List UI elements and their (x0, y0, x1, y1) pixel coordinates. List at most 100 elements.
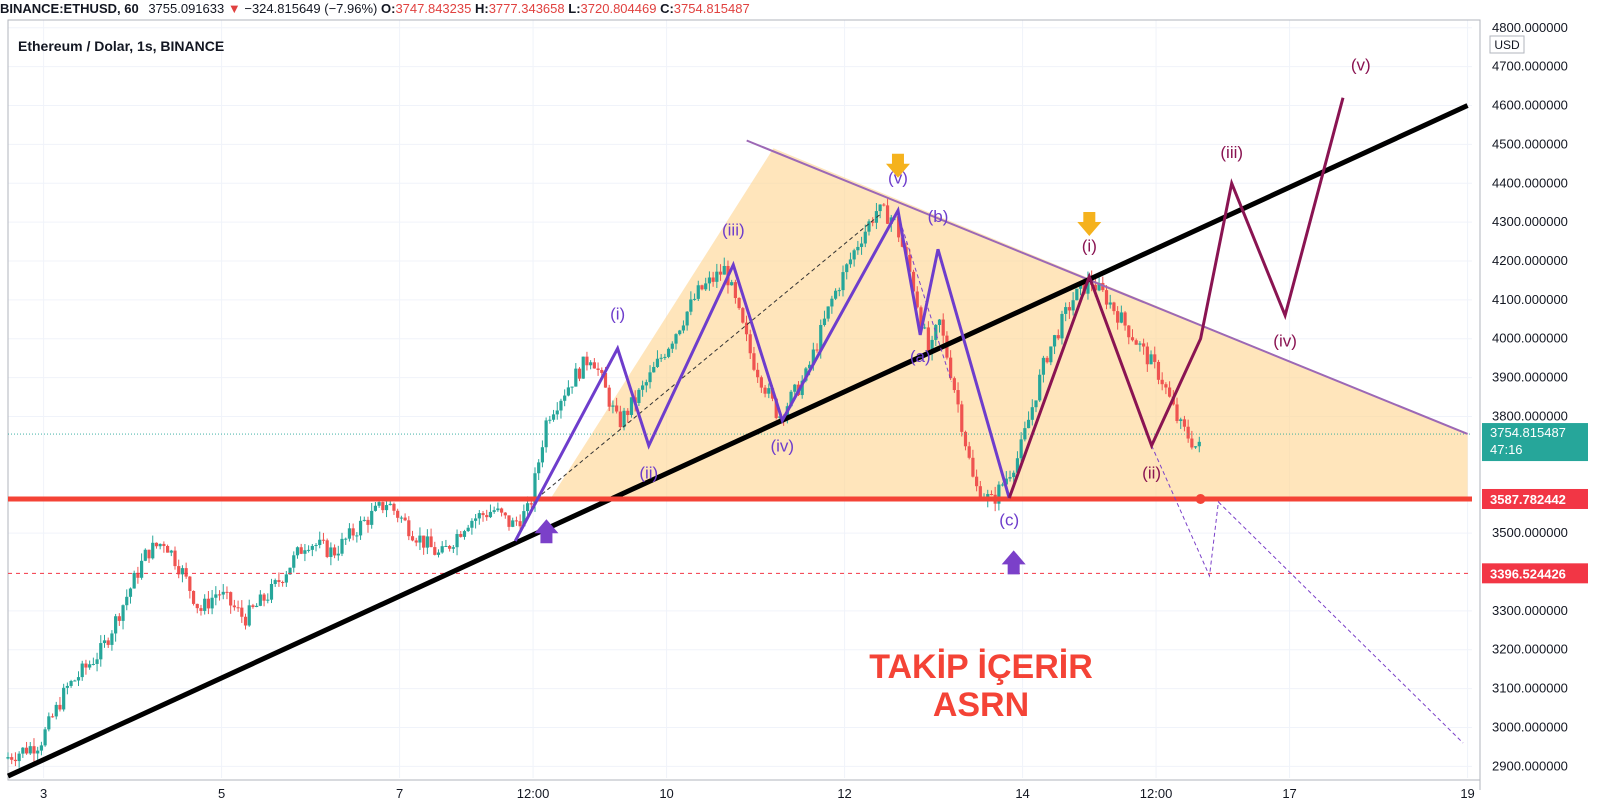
candle-body (841, 272, 845, 291)
symbol-name[interactable]: BINANCE:ETHUSD, 60 (0, 1, 139, 16)
candle-body (666, 348, 671, 357)
price-axis[interactable]: 4800.000000 4700.000000 4600.000000 4500.00… (1479, 20, 1600, 790)
candle-body (47, 716, 51, 730)
candle-body (399, 517, 403, 519)
candle-body (574, 368, 578, 387)
candle-body (451, 547, 455, 549)
candle-body (678, 330, 682, 335)
candle-body (748, 334, 752, 354)
bar-countdown: 47:16 (1490, 442, 1523, 457)
elliott-wave-blue[interactable] (513, 206, 1011, 542)
candle-body (321, 539, 326, 541)
candle-body (1145, 346, 1149, 365)
wave-label: (ii) (1142, 464, 1161, 483)
candle-body (1164, 384, 1168, 388)
candle-body (1123, 312, 1127, 326)
y-tick-label: 4400.000000 (1492, 175, 1568, 190)
candle-body (91, 663, 95, 665)
candle-body (102, 640, 107, 644)
candle-body (975, 476, 979, 487)
candle-body (930, 339, 934, 353)
candle-body (288, 567, 292, 575)
candle-body (956, 390, 960, 405)
candle-body (269, 583, 274, 600)
candle-body (332, 547, 337, 556)
support-price-value: 3587.782442 (1490, 492, 1566, 507)
candle-body (696, 285, 700, 299)
candle-body (433, 547, 437, 555)
time-axis[interactable]: 3 5 7 12:00 10 12 14 12:00 17 19 (8, 779, 1480, 801)
candle-body (236, 607, 240, 609)
candle-body (600, 369, 604, 373)
candle-body (1119, 312, 1123, 323)
candle-body (28, 746, 32, 754)
candle-body (997, 484, 1001, 504)
candle-body (425, 536, 429, 548)
candle-body (911, 271, 916, 292)
wave-label: (b) (928, 207, 949, 226)
candle-body (1108, 302, 1112, 305)
candle-body (689, 299, 693, 312)
candle-body (1153, 354, 1157, 362)
candle-body (637, 389, 641, 404)
candle-body (511, 520, 515, 527)
y-tick-label: 4700.000000 (1492, 59, 1568, 74)
candle-body (50, 716, 55, 718)
candle-body (95, 659, 99, 664)
candle-body (1071, 300, 1075, 311)
candle-body (251, 605, 255, 608)
candle-body (1019, 439, 1023, 459)
close-label: C: (660, 1, 674, 16)
candle-body (570, 386, 574, 388)
candle-body (503, 512, 507, 516)
candle-body (392, 503, 396, 511)
candle-body (1149, 354, 1153, 365)
projection-line (897, 214, 952, 382)
x-tick-label: 17 (1282, 786, 1296, 801)
candle-body (121, 605, 125, 621)
candle-body (195, 603, 199, 609)
candle-body (537, 462, 541, 474)
candle-body (377, 502, 381, 506)
y-tick-label: 3300.000000 (1492, 603, 1568, 618)
candle-body (366, 519, 370, 525)
candle-body (752, 353, 756, 370)
elliott-wave-red[interactable] (1007, 97, 1345, 499)
candle-body (258, 594, 262, 606)
candle-body (43, 729, 47, 746)
candle-body (1045, 357, 1049, 363)
annotation-line-2: ASRN (933, 686, 1029, 724)
candle-body (240, 607, 244, 617)
candle-body (351, 528, 355, 536)
candle-body (310, 545, 314, 550)
candle-body (522, 511, 526, 527)
candle-body (1049, 346, 1053, 363)
candle-body (837, 290, 841, 292)
candle-body (808, 364, 812, 369)
candle-body (648, 372, 652, 383)
candle-body (384, 505, 389, 511)
candle-body (499, 508, 504, 513)
candle-body (362, 519, 366, 521)
candle-body (455, 534, 459, 548)
candle-body (826, 306, 830, 319)
candle-body (188, 576, 192, 591)
candle-body (1112, 302, 1116, 312)
candle-body (551, 414, 556, 420)
candle-body (418, 535, 422, 543)
candle-body (548, 419, 552, 421)
candle-body (830, 298, 834, 307)
candle-body (210, 597, 214, 609)
candle-body (1134, 340, 1138, 345)
candle-body (833, 290, 838, 299)
change-value: −324.815649 (−7.96%) (244, 1, 378, 16)
candle-body (459, 534, 463, 537)
candle-body (544, 420, 548, 448)
descending-trendline[interactable] (746, 139, 1468, 435)
candle-body (867, 221, 871, 232)
candle-body (80, 663, 84, 678)
candle-body (299, 547, 303, 554)
wave-label: (c) (999, 510, 1019, 529)
candle-body (759, 377, 763, 388)
